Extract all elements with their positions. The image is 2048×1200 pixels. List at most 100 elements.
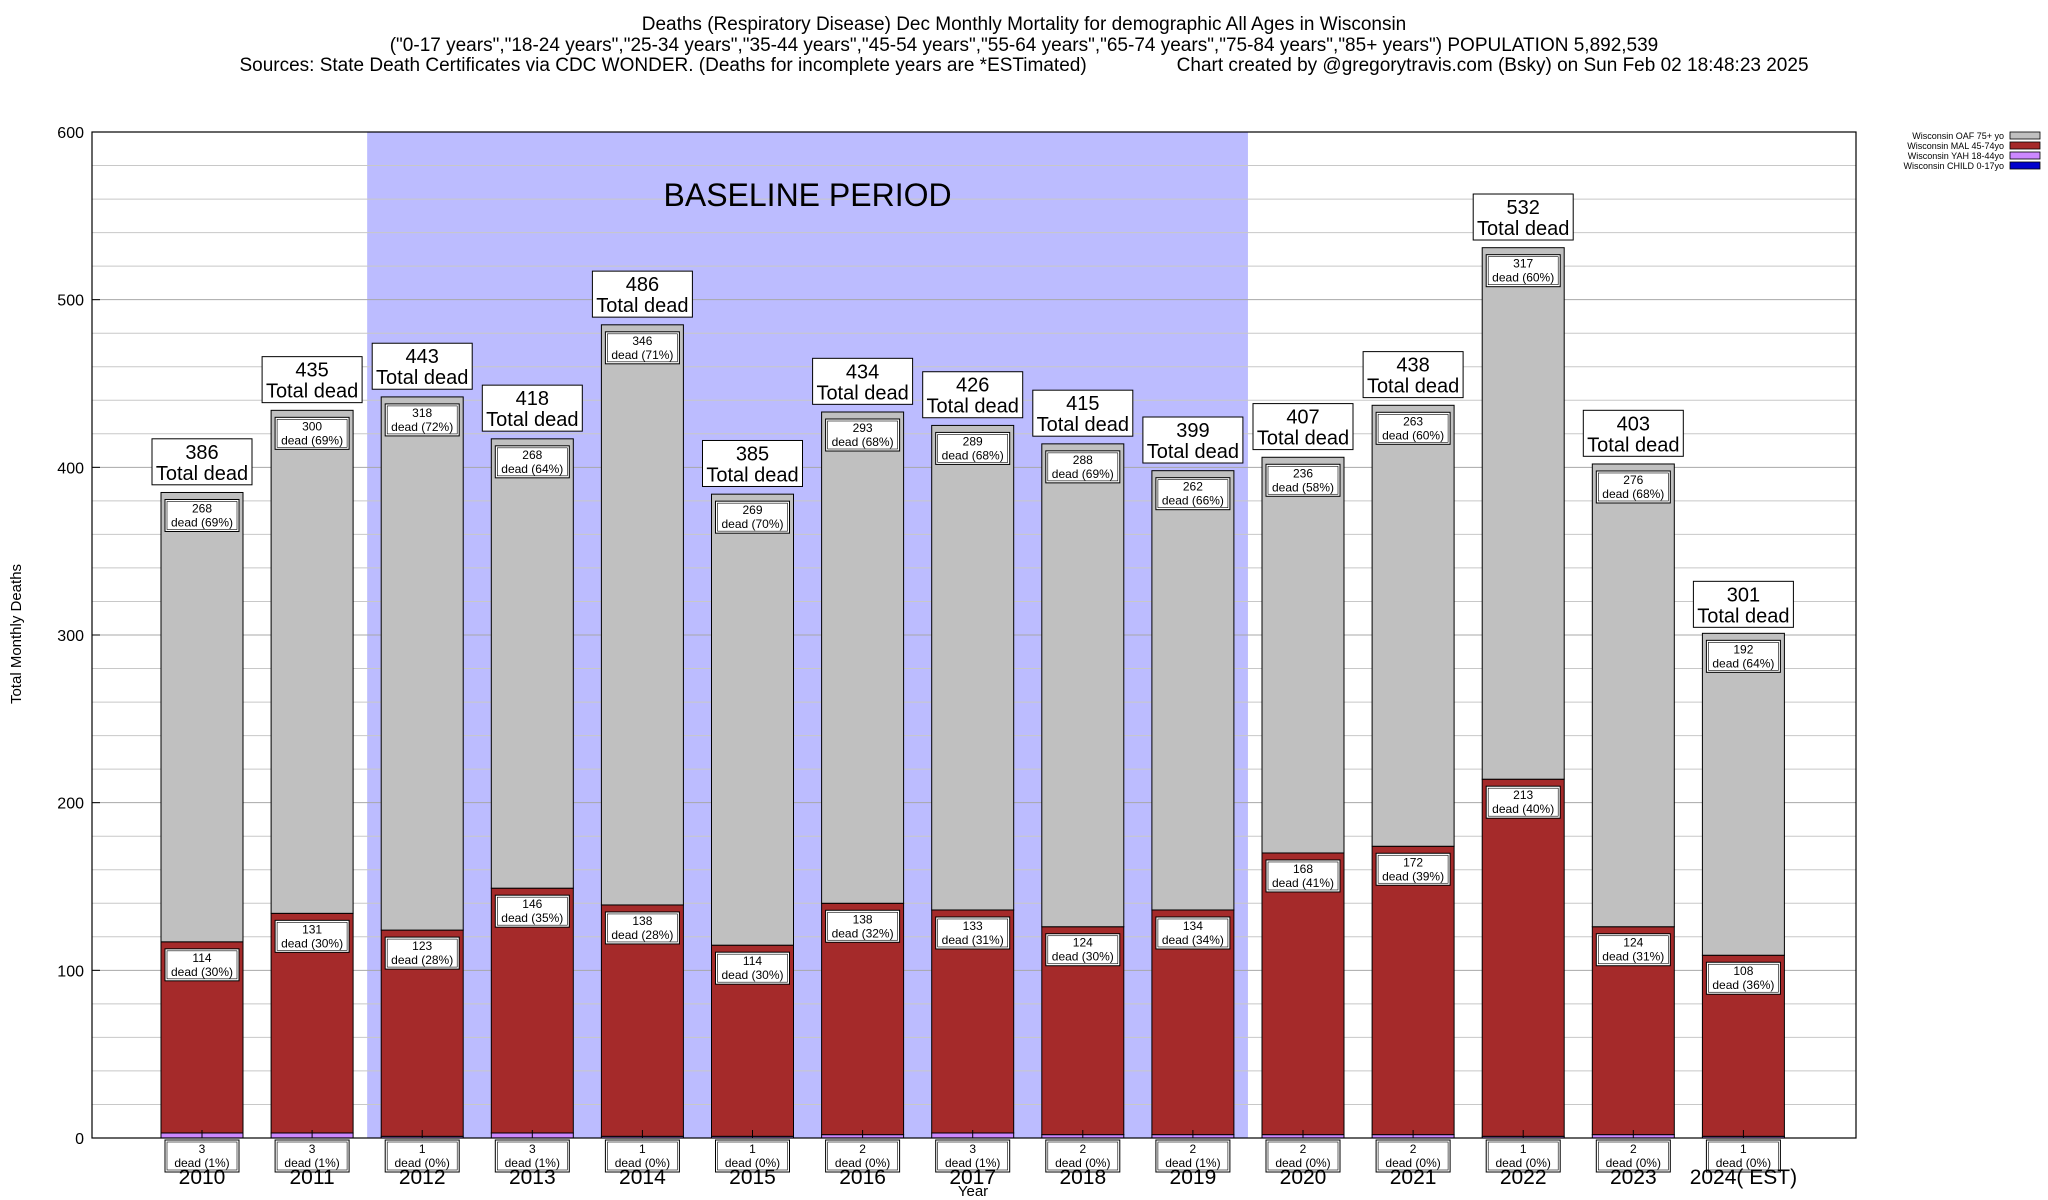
label-box-inner-mal [827, 911, 898, 941]
total-value-label: 443 [406, 346, 439, 368]
label-box-mal [1485, 785, 1561, 819]
bar-oaf [1151, 470, 1235, 911]
legend-label-child: Wisconsin CHILD 0-17yo [1903, 161, 2004, 171]
x-tick-label: 2015 [729, 1166, 776, 1189]
pct-label-yah: dead (1%) [945, 1156, 1000, 1170]
legend-swatch-child [2009, 161, 2041, 170]
total-value-label: 434 [846, 361, 879, 383]
label-box-inner-mal [386, 938, 458, 968]
value-label-yah: 2 [1079, 1142, 1086, 1156]
label-box-yah [164, 1139, 240, 1173]
label-box-inner-mal [717, 953, 788, 983]
label-box-inner-mal [166, 950, 238, 980]
pct-label-oaf: dead (66%) [1162, 494, 1224, 508]
label-box-oaf [274, 416, 350, 450]
total-box [371, 342, 473, 390]
pct-label-mal: dead (31%) [942, 933, 1004, 947]
pct-label-mal: dead (31%) [1602, 950, 1664, 964]
pct-label-yah: dead (0%) [1385, 1156, 1440, 1170]
value-label-oaf: 269 [742, 503, 762, 517]
total-value-label: 426 [956, 375, 989, 397]
pct-label-mal: dead (30%) [281, 936, 343, 950]
total-box [1252, 403, 1354, 451]
label-box-mal [825, 909, 901, 943]
pct-label-oaf: dead (60%) [1382, 428, 1444, 442]
value-label-mal: 133 [963, 919, 983, 933]
value-label-oaf: 262 [1183, 480, 1203, 494]
value-label-yah: 1 [1740, 1142, 1747, 1156]
total-box [1472, 193, 1574, 241]
label-box-yah [715, 1139, 790, 1173]
pct-label-mal: dead (39%) [1382, 869, 1444, 883]
legend-swatch-mal [2009, 141, 2041, 150]
label-box-inner-yah [607, 1141, 678, 1171]
pct-label-mal: dead (28%) [391, 953, 453, 967]
total-value-label: 399 [1176, 420, 1209, 442]
label-box-inner-yah [1598, 1141, 1669, 1171]
value-label-yah: 3 [309, 1142, 316, 1156]
bar-oaf [1041, 443, 1125, 928]
label-box-inner-yah [1267, 1141, 1339, 1171]
pct-label-mal: dead (40%) [1492, 802, 1554, 816]
pct-label-yah: dead (0%) [1496, 1156, 1551, 1170]
total-dead-label: Total dead [1367, 376, 1459, 398]
label-box-yah [1155, 1139, 1231, 1173]
chart-subtitle: ("0-17 years","18-24 years","25-34 years… [389, 35, 1659, 56]
label-box-yah [274, 1139, 350, 1173]
value-label-yah: 3 [529, 1142, 536, 1156]
pct-label-oaf: dead (68%) [832, 435, 894, 449]
label-box-oaf [1155, 477, 1231, 511]
label-box-inner-oaf [386, 405, 458, 435]
bar-oaf [711, 493, 794, 946]
label-box-yah [604, 1139, 680, 1173]
bar-mal [1371, 845, 1455, 1136]
label-box-inner-yah [1157, 1141, 1229, 1171]
pct-label-mal: dead (30%) [1052, 950, 1114, 964]
label-box-mal [604, 911, 680, 945]
x-tick-label: 2020 [1280, 1166, 1327, 1189]
value-label-yah: 2 [1190, 1142, 1197, 1156]
label-box-inner-oaf [717, 502, 788, 532]
label-box-yah [1485, 1139, 1561, 1173]
label-box-oaf [1375, 411, 1451, 445]
legend-label-mal: Wisconsin MAL 45-74yo [1907, 141, 2004, 151]
pct-label-yah: dead (0%) [615, 1156, 670, 1170]
label-box-inner-yah [827, 1141, 898, 1171]
label-box-inner-mal [1487, 787, 1559, 817]
total-dead-label: Total dead [266, 381, 358, 403]
label-box-oaf [384, 403, 460, 437]
value-label-mal: 124 [1073, 936, 1093, 950]
y-tick-label: 400 [57, 460, 84, 477]
pct-label-oaf: dead (71%) [611, 348, 673, 362]
value-label-oaf: 276 [1623, 473, 1643, 487]
label-box-inner-yah [937, 1141, 1009, 1171]
x-tick-label: 2013 [509, 1166, 556, 1189]
label-box-inner-oaf [1708, 642, 1779, 671]
x-tick-label: 2022 [1500, 1166, 1547, 1189]
value-label-oaf: 346 [632, 334, 652, 348]
label-box-mal [715, 951, 790, 985]
value-label-yah: 2 [1300, 1142, 1307, 1156]
label-box-inner-oaf [1157, 479, 1229, 508]
bar-oaf [270, 409, 354, 914]
label-box-inner-mal [496, 896, 568, 926]
label-box-oaf [825, 418, 901, 452]
label-box-inner-mal [937, 918, 1009, 948]
label-box-inner-mal [607, 913, 678, 943]
label-box-inner-oaf [1047, 452, 1119, 482]
total-value-label: 532 [1507, 197, 1540, 219]
label-box-inner-oaf [1377, 413, 1449, 443]
total-box [261, 356, 363, 404]
label-box-yah [1705, 1139, 1781, 1173]
chart-title: Deaths (Respiratory Disease) Dec Monthly… [641, 14, 1407, 35]
label-box-mal [1705, 961, 1781, 995]
total-box [151, 438, 253, 486]
pct-label-oaf: dead (58%) [1272, 480, 1334, 494]
pct-label-yah: dead (1%) [174, 1156, 229, 1170]
pct-label-oaf: dead (68%) [1602, 487, 1664, 501]
label-box-inner-mal [1267, 861, 1339, 891]
label-box-inner-oaf [827, 420, 898, 450]
label-box-inner-mal [1157, 918, 1229, 948]
total-value-label: 407 [1286, 407, 1319, 429]
pct-label-mal: dead (32%) [832, 926, 894, 940]
